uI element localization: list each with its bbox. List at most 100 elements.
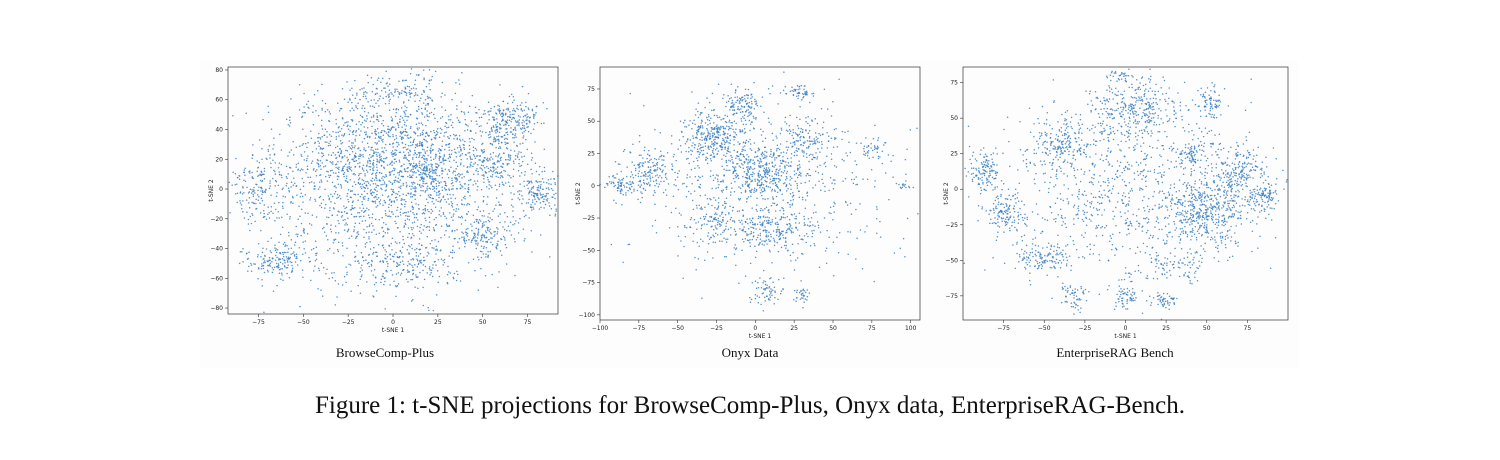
scatter-point: [371, 213, 374, 215]
scatter-point: [290, 271, 293, 273]
scatter-point: [749, 221, 752, 224]
scatter-point: [738, 102, 741, 104]
scatter-point: [814, 142, 817, 145]
scatter-point: [421, 173, 423, 175]
scatter-point: [646, 153, 649, 155]
scatter-point: [432, 113, 435, 116]
scatter-point: [459, 140, 462, 142]
scatter-point: [486, 157, 489, 160]
scatter-point: [275, 208, 277, 211]
scatter-point: [496, 244, 498, 247]
scatter-point: [453, 213, 455, 215]
scatter-point: [348, 145, 350, 148]
scatter-point: [723, 154, 725, 156]
scatter-point: [790, 230, 793, 232]
scatter-point: [336, 167, 339, 169]
scatter-point: [476, 237, 479, 239]
scatter-point: [770, 223, 772, 226]
scatter-point: [622, 177, 625, 180]
scatter-point: [743, 114, 746, 116]
scatter-point: [457, 241, 459, 243]
scatter-point: [543, 200, 545, 203]
scatter-point: [691, 150, 694, 152]
scatter-point: [428, 68, 431, 71]
scatter-point: [375, 134, 377, 136]
scatter-point: [329, 161, 332, 163]
scatter-point: [359, 153, 361, 156]
scatter-point: [460, 110, 463, 113]
scatter-point: [713, 127, 715, 129]
scatter-point: [351, 185, 354, 188]
scatter-point: [406, 249, 409, 251]
scatter-point: [691, 145, 693, 147]
scatter-point: [812, 140, 814, 143]
scatter-point: [704, 106, 706, 109]
scatter-point: [753, 189, 756, 191]
scatter-point: [445, 131, 447, 133]
scatter-point: [432, 158, 435, 161]
scatter-point: [363, 110, 366, 113]
scatter-point: [324, 175, 327, 178]
scatter-point: [695, 108, 697, 110]
scatter-point: [743, 132, 746, 134]
scatter-point: [514, 126, 516, 129]
scatter-point: [285, 256, 288, 258]
scatter-point: [495, 197, 498, 199]
scatter-point: [525, 214, 527, 217]
scatter-point: [476, 208, 478, 211]
scatter-point: [421, 176, 423, 178]
scatter-point: [483, 234, 486, 237]
scatter-point: [388, 100, 391, 102]
scatter-point: [786, 164, 788, 166]
scatter-point: [330, 224, 332, 226]
scatter-point: [270, 166, 272, 169]
scatter-point: [644, 189, 647, 191]
scatter-point: [637, 175, 640, 178]
scatter-point: [750, 219, 753, 222]
scatter-point: [719, 225, 721, 228]
scatter-point: [634, 169, 637, 172]
scatter-point: [456, 165, 459, 167]
scatter-point: [747, 166, 749, 168]
scatter-point: [422, 69, 425, 71]
scatter-point: [414, 152, 417, 155]
scatter-point: [741, 150, 743, 153]
scatter-point: [619, 180, 621, 182]
scatter-point: [749, 148, 752, 150]
scatter-point: [620, 188, 622, 191]
scatter-point: [410, 236, 413, 238]
scatter-point: [417, 255, 420, 257]
scatter-point: [516, 144, 518, 147]
scatter-point: [340, 160, 342, 163]
scatter-point: [706, 135, 709, 138]
scatter-point: [411, 205, 414, 208]
scatter-point: [639, 180, 642, 183]
scatter-point: [465, 239, 468, 242]
scatter-point: [723, 168, 725, 170]
scatter-point: [418, 153, 421, 155]
scatter-point: [444, 215, 446, 217]
scatter-point: [642, 188, 645, 190]
scatter-point: [440, 225, 443, 227]
scatter-point: [744, 98, 746, 100]
scatter-point: [549, 256, 551, 258]
scatter-point: [727, 100, 730, 102]
scatter-point: [738, 186, 740, 188]
scatter-point: [512, 168, 515, 170]
scatter-point: [519, 127, 522, 130]
scatter-point: [294, 241, 297, 243]
scatter-point: [303, 151, 306, 153]
scatter-point: [308, 256, 310, 259]
scatter-point: [409, 246, 411, 248]
scatter-point: [702, 149, 705, 152]
scatter-point: [525, 202, 528, 204]
scatter-point: [299, 145, 301, 147]
scatter-point: [539, 201, 542, 204]
scatter-point: [498, 112, 501, 114]
scatter-point: [385, 251, 388, 253]
scatter-point: [713, 139, 715, 141]
scatter-point: [685, 150, 687, 153]
scatter-point: [464, 197, 466, 200]
scatter-point: [694, 114, 697, 116]
scatter-point: [731, 209, 734, 212]
